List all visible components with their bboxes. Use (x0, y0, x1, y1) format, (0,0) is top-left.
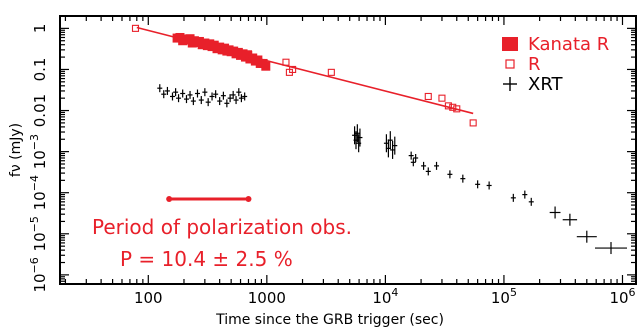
r-point (282, 58, 290, 66)
r-point (453, 105, 461, 113)
xrt-point (576, 230, 597, 243)
xrt-point (180, 89, 186, 98)
xrt-point (194, 89, 200, 98)
r-point (469, 119, 477, 127)
x-tick-label: 100 (134, 289, 163, 307)
y-tick-label: 10−5 (28, 216, 49, 251)
r-point (424, 92, 432, 101)
xrt-point (475, 180, 481, 189)
xrt-point (242, 92, 248, 101)
legend-kanata-r-marker (502, 37, 518, 51)
tick-labels: 100 1000 104 105 106 1 0.1 0.01 10−3 10−4 10−5 10−6 (28, 24, 636, 307)
xrt-point (434, 161, 440, 170)
polarization-period-end (245, 196, 252, 202)
xrt-point (447, 170, 453, 179)
legend-label: Kanata R (528, 34, 609, 55)
xrt-point (522, 190, 528, 199)
y-tick-label: 0.1 (31, 58, 49, 82)
y-tick-label: 10−4 (28, 175, 49, 210)
r-point (244, 50, 253, 58)
xrt-point (176, 94, 182, 103)
plot-frame (59, 15, 637, 285)
xrt-point (413, 153, 419, 162)
xrt-point (157, 84, 163, 93)
annotation-line-2: P = 10.4 ± 2.5 % (120, 247, 293, 271)
xrt-point (486, 181, 492, 190)
xrt-point (213, 90, 219, 99)
xrt-point (202, 88, 208, 97)
xrt-point (224, 99, 230, 108)
y-tick-label: 10−6 (28, 257, 49, 292)
xrt-point (209, 92, 215, 101)
polarization-annotation: Period of polarization obs. P = 10.4 ± 2… (92, 196, 352, 271)
xrt-point (354, 124, 360, 143)
xrt-point (595, 242, 628, 255)
xrt-point (425, 167, 431, 176)
xrt-point (230, 90, 236, 99)
xrt-point (460, 174, 466, 183)
xrt-point (528, 197, 534, 206)
xrt-point (183, 95, 189, 104)
y-tick-label: 10−3 (28, 134, 49, 169)
xrt-point (217, 97, 223, 106)
y-tick-label: 0.01 (31, 94, 49, 127)
xrt-point (562, 213, 578, 226)
xrt-point (161, 90, 167, 99)
xrt-point (205, 98, 211, 107)
data-marks (131, 24, 628, 255)
y-tick-label: 1 (31, 24, 49, 34)
xrt-point (233, 96, 239, 105)
xrt-point (236, 88, 242, 97)
x-axis-title: Time since the GRB trigger (sec) (215, 312, 444, 328)
xrt-point (510, 193, 516, 202)
x-tick-label: 105 (491, 286, 517, 307)
xrt-point (357, 128, 363, 147)
x-tick-label: 104 (372, 286, 398, 307)
xrt-point (387, 131, 393, 150)
xrt-point (549, 206, 561, 219)
xrt-point (227, 94, 233, 103)
kanata-r-point (261, 61, 271, 71)
r-point (131, 24, 140, 32)
legend-r-marker (505, 59, 515, 69)
xrt-point (198, 96, 204, 105)
legend-label: R (528, 54, 541, 75)
xrt-point (187, 90, 193, 99)
xrt-point (392, 136, 398, 155)
xrt-point (408, 151, 414, 160)
xrt-point (169, 92, 175, 101)
x-tick-label: 1000 (248, 289, 286, 307)
r-point (289, 65, 297, 74)
xrt-point (173, 88, 179, 97)
xrt-point (190, 97, 196, 106)
r-point (444, 102, 452, 110)
xrt-point (164, 86, 170, 95)
xrt-point (238, 94, 244, 103)
x-tick-label: 106 (609, 286, 635, 307)
xrt-point (421, 161, 427, 170)
xrt-point (410, 158, 416, 167)
r-point (327, 68, 335, 76)
annotation-line-1: Period of polarization obs. (92, 215, 352, 239)
legend-label: XRT (528, 74, 564, 95)
xrt-point (220, 91, 226, 100)
polarization-period-start (166, 196, 173, 202)
axis-ticks (60, 15, 636, 285)
r-point (438, 94, 446, 102)
r-point (449, 103, 457, 111)
y-axis-title: fν (mJy) (8, 123, 24, 177)
